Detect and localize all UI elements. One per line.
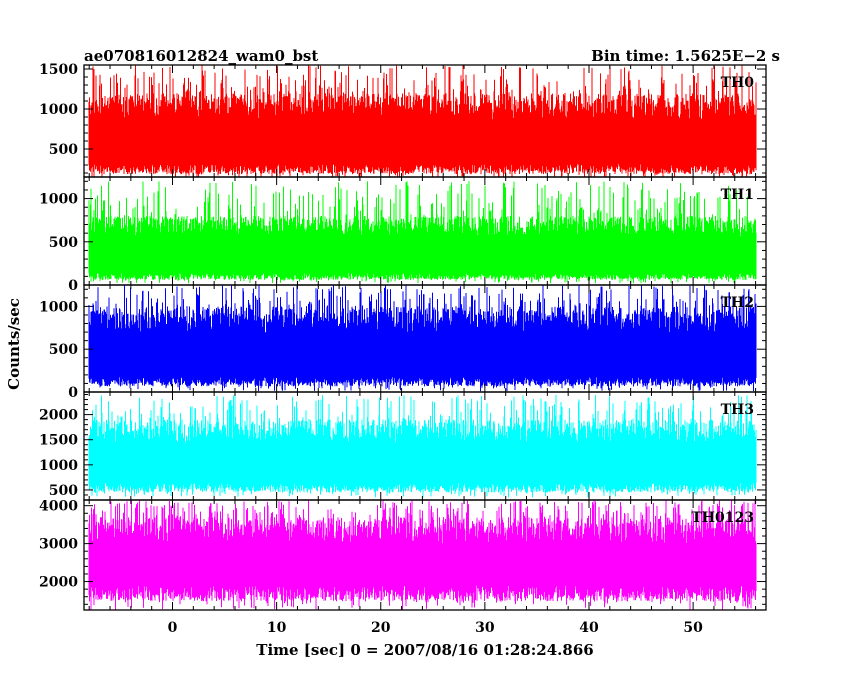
panel-th2: 0 500 1000 TH2	[39, 284, 767, 401]
y-tick-label: 2000	[39, 575, 78, 591]
series-th0123	[88, 500, 757, 610]
x-tick-label: 20	[371, 620, 391, 636]
x-tick-label: 30	[475, 620, 495, 636]
y-tick-label: 1500	[39, 62, 78, 78]
y-tick-label: 500	[49, 142, 78, 158]
chart-title: ae070816012824_wam0_bst	[84, 47, 318, 65]
x-tick-label: 50	[683, 620, 703, 636]
y-tick-label: 0	[68, 385, 78, 401]
panel-name-label: TH0	[721, 75, 755, 91]
series-th3	[88, 394, 757, 498]
y-tick-label: 0	[68, 278, 78, 294]
y-tick-label: 1000	[39, 192, 78, 208]
y-axis-label: Counts/sec	[5, 298, 23, 390]
panel-name-label: TH2	[721, 295, 754, 311]
panel-th0: 500 1000 1500 TH0	[39, 62, 767, 178]
y-tick-label: 3000	[39, 537, 78, 553]
panel-th3: 500 1000 1500 2000 TH3	[39, 391, 767, 501]
y-tick-label: 1000	[39, 299, 78, 315]
panel-frame	[83, 499, 767, 611]
y-tick-label: 1500	[39, 433, 78, 449]
panel-name-label: TH3	[721, 402, 754, 418]
x-axis-label: Time [sec] 0 = 2007/08/16 01:28:24.866	[256, 641, 593, 659]
x-tick-label: 0	[168, 620, 178, 636]
y-tick-label: 4000	[39, 499, 78, 515]
y-tick-label: 1000	[39, 458, 78, 474]
y-tick-label: 2000	[39, 408, 78, 424]
panel-name-label: TH0123	[691, 510, 754, 526]
panel-th1: 0 500 1000 TH1	[39, 176, 767, 294]
bin-time-label: Bin time: 1.5625E−2 s	[591, 47, 780, 65]
series-th2	[88, 285, 757, 392]
x-tick-label: 40	[579, 620, 599, 636]
panel-th0123: 2000 3000 4000 0 10 20 30 40 50 TH0123	[39, 499, 767, 636]
series-th0	[88, 65, 757, 177]
y-tick-label: 1000	[39, 102, 78, 118]
series-th1	[88, 181, 757, 284]
x-tick-label: 10	[267, 620, 287, 636]
panel-name-label: TH1	[721, 187, 754, 203]
y-tick-label: 500	[49, 235, 78, 251]
y-tick-label: 500	[49, 342, 78, 358]
y-tick-label: 500	[49, 483, 78, 499]
